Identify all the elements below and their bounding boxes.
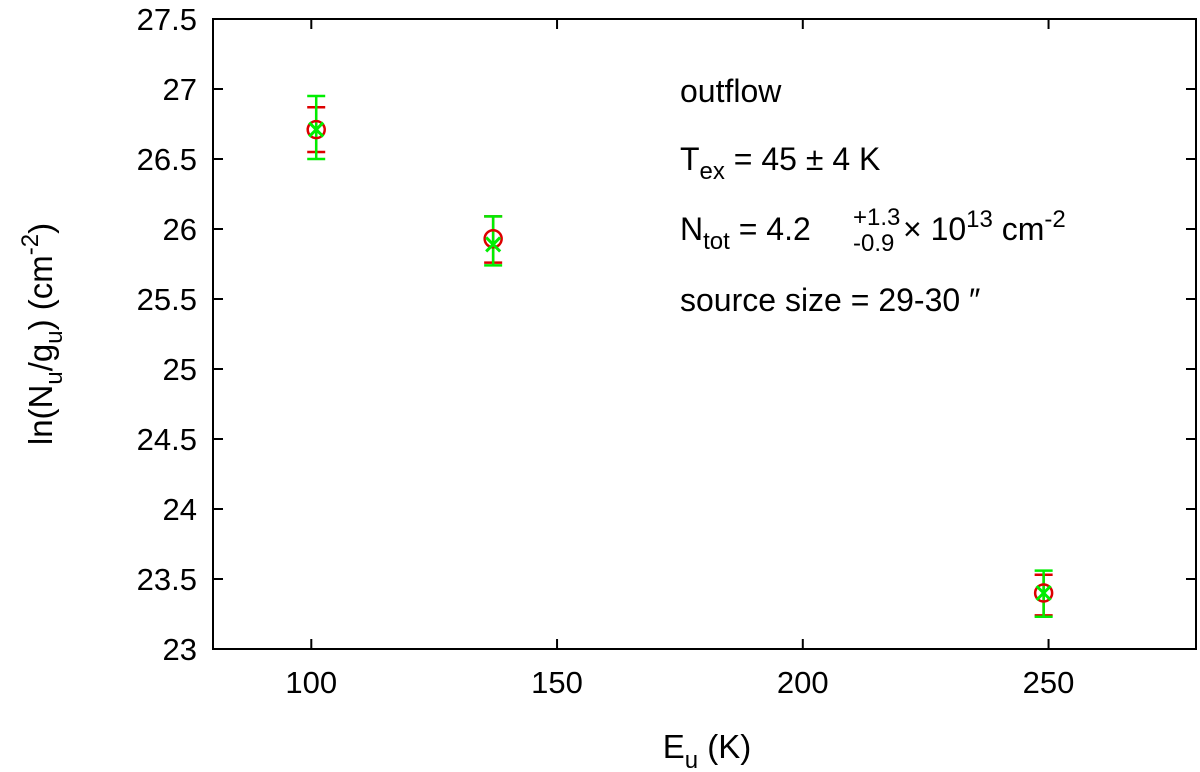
data-point-cross	[1035, 584, 1052, 602]
data-point-circle	[1033, 583, 1054, 603]
cross-stroke	[1035, 584, 1052, 602]
data-point-cross	[485, 236, 502, 253]
annotation-ntot-sub: -0.9	[853, 230, 894, 257]
y-tick-label: 24.5	[137, 422, 197, 457]
y-tick-label: 24	[163, 492, 197, 527]
x-tick-label: 250	[1023, 665, 1075, 700]
annotation-ntot: Ntot = 4.2	[680, 211, 811, 255]
y-tick-label: 26	[163, 212, 197, 247]
y-axis-label: ln(Nu/gu) (cm-2)	[17, 223, 68, 445]
x-tick-label: 150	[531, 665, 583, 700]
cross-stroke	[308, 121, 325, 138]
plot-frame	[212, 18, 1197, 650]
y-tick-label: 23	[163, 632, 197, 667]
x-tick-label: 200	[777, 665, 829, 700]
y-tick-label: 25.5	[137, 282, 197, 317]
y-tick-label: 23.5	[137, 562, 197, 597]
axis-ticks: 100 150 200 250 23 23.5 24 24.5 25 25.5 26 26.5 27 27…	[137, 2, 1196, 700]
x-axis-label: Eu (K)	[663, 728, 752, 772]
data-markers	[306, 119, 1054, 603]
annotation-tex: Tex = 45 ± 4 K	[680, 141, 880, 185]
cross-stroke	[485, 236, 502, 253]
data-point-cross	[308, 121, 325, 138]
annotation-ntot-rest: × 1013 cm-2	[903, 206, 1066, 247]
y-tick-label: 26.5	[137, 142, 197, 177]
y-tick-label: 27.5	[137, 2, 197, 37]
annotation-ntot-sup: +1.3	[853, 204, 900, 231]
data-point-circle	[306, 119, 326, 140]
annotation-outflow: outflow	[680, 73, 782, 109]
data-point-circle	[483, 229, 503, 249]
y-tick-label: 25	[163, 352, 197, 387]
y-tick-label: 27	[163, 72, 197, 107]
annotation-source-size: source size = 29-30 ″	[680, 282, 980, 318]
x-tick-label: 100	[285, 665, 337, 700]
